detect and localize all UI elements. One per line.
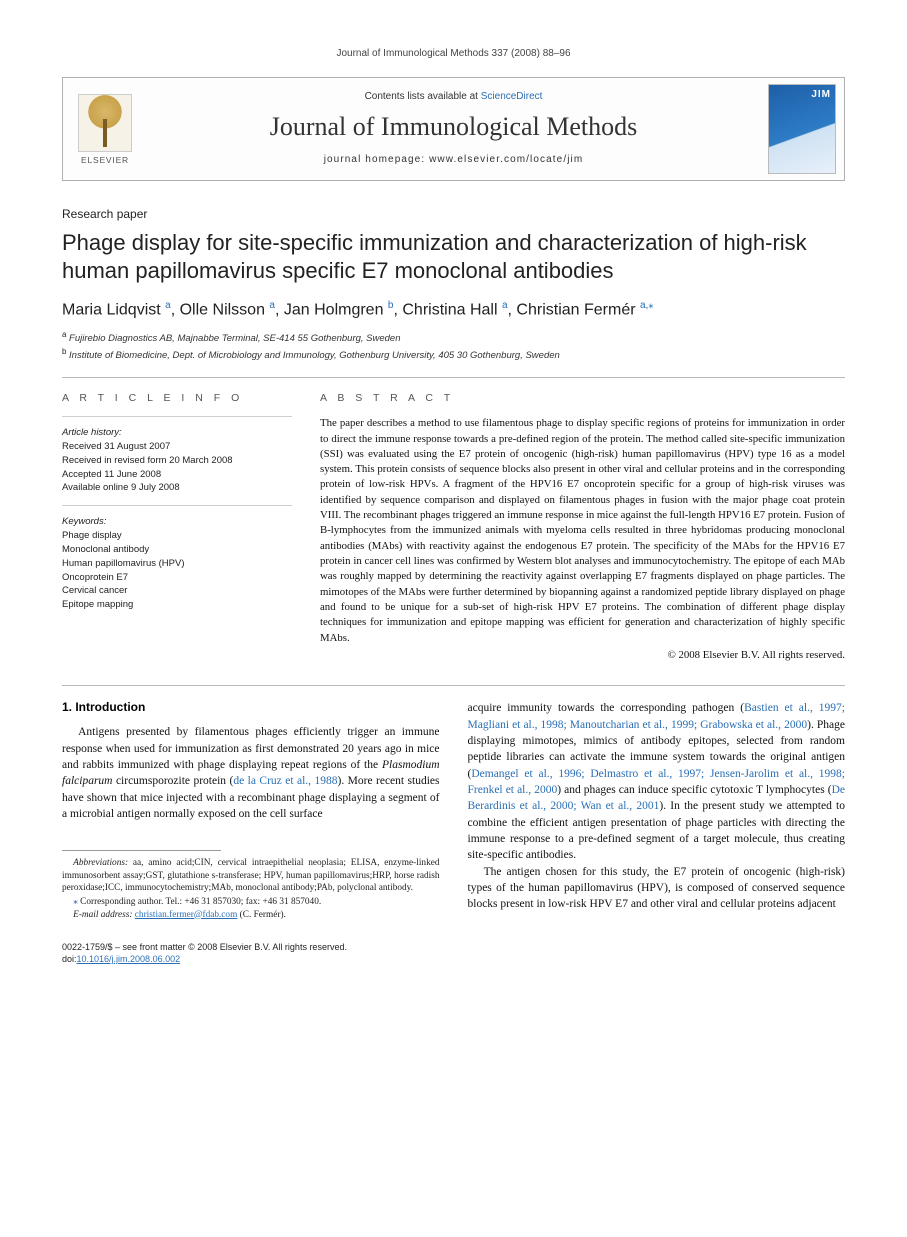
divider-rule bbox=[62, 377, 845, 378]
article-info-column: A R T I C L E I N F O Article history: R… bbox=[62, 392, 292, 663]
aff-marker-b: b bbox=[62, 347, 66, 356]
email-attr: (C. Fermér). bbox=[237, 910, 286, 920]
masthead-center: Contents lists available at ScienceDirec… bbox=[147, 78, 760, 180]
history-label: Article history: bbox=[62, 427, 292, 438]
history-accepted: Accepted 11 June 2008 bbox=[62, 468, 292, 482]
footnotes-rule bbox=[62, 850, 221, 851]
keyword-item: Oncoprotein E7 bbox=[62, 571, 292, 585]
affiliation-a: a Fujirebio Diagnostics AB, Majnabbe Ter… bbox=[62, 329, 845, 346]
doi-link[interactable]: 10.1016/j.jim.2008.06.002 bbox=[77, 954, 181, 964]
divider-rule-bottom bbox=[62, 685, 845, 686]
running-head: Journal of Immunological Methods 337 (20… bbox=[62, 48, 845, 59]
footer-meta: 0022-1759/$ – see front matter © 2008 El… bbox=[62, 941, 440, 965]
body-right-column: acquire immunity towards the correspondi… bbox=[468, 700, 846, 965]
abstract-column: A B S T R A C T The paper describes a me… bbox=[320, 392, 845, 663]
keyword-item: Cervical cancer bbox=[62, 584, 292, 598]
intro-para-left: Antigens presented by filamentous phages… bbox=[62, 724, 440, 822]
body-left-column: 1. Introduction Antigens presented by fi… bbox=[62, 700, 440, 965]
elsevier-tree-icon bbox=[78, 94, 132, 152]
info-divider-top bbox=[62, 416, 292, 417]
footnote-corresponding: ⁎ Corresponding author. Tel.: +46 31 857… bbox=[62, 895, 440, 909]
journal-homepage: journal homepage: www.elsevier.com/locat… bbox=[155, 154, 752, 165]
abstract-body: The paper describes a method to use fila… bbox=[320, 417, 845, 644]
journal-name: Journal of Immunological Methods bbox=[155, 112, 752, 142]
footnote-email: E-mail address: christian.fermer@fdab.co… bbox=[62, 909, 440, 922]
body-two-column: 1. Introduction Antigens presented by fi… bbox=[62, 700, 845, 965]
intro-para-right-2: The antigen chosen for this study, the E… bbox=[468, 864, 846, 913]
contents-prefix: Contents lists available at bbox=[365, 91, 481, 102]
keywords-label: Keywords: bbox=[62, 516, 292, 527]
cover-thumb-block bbox=[760, 78, 844, 180]
footer-copyright: 0022-1759/$ – see front matter © 2008 El… bbox=[62, 941, 440, 953]
footer-doi-line: doi:10.1016/j.jim.2008.06.002 bbox=[62, 953, 440, 965]
journal-masthead: ELSEVIER Contents lists available at Sci… bbox=[62, 77, 845, 181]
abstract-copyright: © 2008 Elsevier B.V. All rights reserved… bbox=[320, 648, 845, 663]
affiliation-b: b Institute of Biomedicine, Dept. of Mic… bbox=[62, 346, 845, 363]
affiliations: a Fujirebio Diagnostics AB, Majnabbe Ter… bbox=[62, 329, 845, 363]
keyword-item: Monoclonal antibody bbox=[62, 543, 292, 557]
contents-available-line: Contents lists available at ScienceDirec… bbox=[155, 91, 752, 102]
aff-text-a: Fujirebio Diagnostics AB, Majnabbe Termi… bbox=[69, 333, 400, 344]
publisher-label: ELSEVIER bbox=[81, 155, 129, 165]
abstract-heading: A B S T R A C T bbox=[320, 392, 845, 404]
history-online: Available online 9 July 2008 bbox=[62, 481, 292, 495]
keywords-block: Phage display Monoclonal antibody Human … bbox=[62, 529, 292, 612]
article-title: Phage display for site-specific immuniza… bbox=[62, 229, 845, 284]
history-received: Received 31 August 2007 bbox=[62, 440, 292, 454]
sciencedirect-link[interactable]: ScienceDirect bbox=[481, 91, 543, 102]
aff-text-b: Institute of Biomedicine, Dept. of Micro… bbox=[69, 350, 560, 361]
article-info-heading: A R T I C L E I N F O bbox=[62, 392, 292, 404]
abbrev-label: Abbreviations: bbox=[73, 858, 128, 868]
email-label: E-mail address: bbox=[73, 910, 132, 920]
doi-prefix: doi: bbox=[62, 954, 77, 964]
footnote-abbrev: Abbreviations: aa, amino acid;CIN, cervi… bbox=[62, 857, 440, 895]
corresponding-email-link[interactable]: christian.fermer@fdab.com bbox=[135, 910, 238, 920]
aff-marker-a: a bbox=[62, 330, 66, 339]
section-1-heading: 1. Introduction bbox=[62, 700, 440, 714]
history-block: Received 31 August 2007 Received in revi… bbox=[62, 440, 292, 495]
article-type: Research paper bbox=[62, 207, 845, 221]
journal-cover-icon bbox=[768, 84, 836, 174]
publisher-logo-block: ELSEVIER bbox=[63, 78, 147, 180]
author-list: Maria Lidqvist a, Olle Nilsson a, Jan Ho… bbox=[62, 300, 845, 319]
keyword-item: Epitope mapping bbox=[62, 598, 292, 612]
keyword-item: Phage display bbox=[62, 529, 292, 543]
keyword-item: Human papillomavirus (HPV) bbox=[62, 557, 292, 571]
footnotes-block: Abbreviations: aa, amino acid;CIN, cervi… bbox=[62, 857, 440, 921]
info-abstract-row: A R T I C L E I N F O Article history: R… bbox=[62, 392, 845, 663]
intro-para-right-1: acquire immunity towards the correspondi… bbox=[468, 700, 846, 863]
history-revised: Received in revised form 20 March 2008 bbox=[62, 454, 292, 468]
corr-text: Corresponding author. Tel.: +46 31 85703… bbox=[78, 897, 321, 907]
info-divider-mid bbox=[62, 505, 292, 506]
abstract-text: The paper describes a method to use fila… bbox=[320, 416, 845, 663]
